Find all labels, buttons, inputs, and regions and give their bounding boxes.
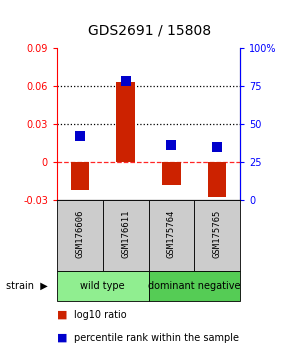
Text: wild type: wild type	[80, 281, 125, 291]
Text: GDS2691 / 15808: GDS2691 / 15808	[88, 23, 212, 37]
Text: GSM175765: GSM175765	[213, 210, 222, 258]
Bar	[162, 162, 181, 185]
Bar	[148, 200, 194, 271]
Point	[215, 144, 220, 149]
Bar	[57, 200, 103, 271]
Bar	[103, 200, 148, 271]
Bar	[148, 271, 240, 301]
Point	[77, 133, 82, 139]
Bar	[57, 271, 148, 301]
Bar	[194, 200, 240, 271]
Text: dominant negative: dominant negative	[148, 281, 241, 291]
Bar	[208, 162, 226, 198]
Text: GSM176611: GSM176611	[121, 210, 130, 258]
Text: log10 ratio: log10 ratio	[74, 310, 126, 320]
Bar	[71, 162, 89, 190]
Text: ■: ■	[57, 333, 68, 343]
Point	[169, 142, 174, 148]
Text: GSM175764: GSM175764	[167, 210, 176, 258]
Text: percentile rank within the sample: percentile rank within the sample	[74, 333, 238, 343]
Text: ■: ■	[57, 310, 68, 320]
Point	[123, 79, 128, 84]
Text: strain  ▶: strain ▶	[6, 281, 48, 291]
Bar	[116, 82, 135, 162]
Text: GSM176606: GSM176606	[75, 210, 84, 258]
